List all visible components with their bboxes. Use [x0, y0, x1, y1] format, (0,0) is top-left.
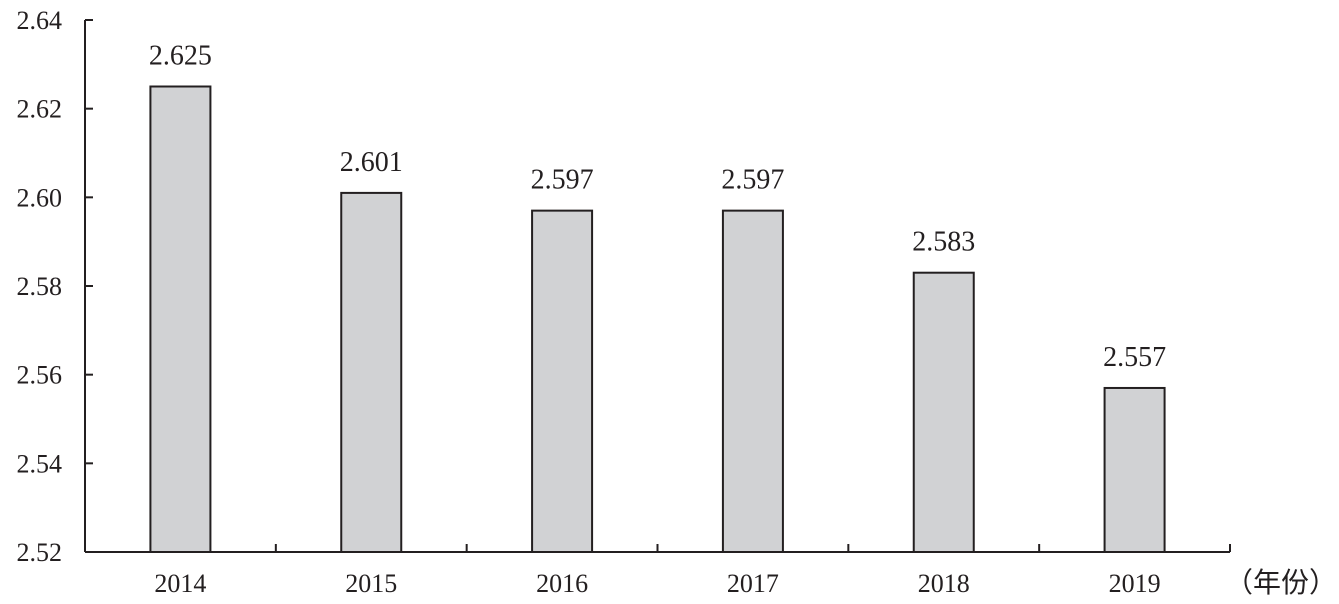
- bar-2016: [531, 209, 594, 553]
- data-label-2018: 2.583: [912, 227, 975, 258]
- x-tick-label: 2017: [727, 569, 779, 598]
- x-axis: 2014 2015 2016 2017 2018 2019: [85, 544, 1231, 598]
- data-label-2014: 2.625: [149, 41, 212, 72]
- bar-2019: [1103, 386, 1166, 554]
- x-tick-label: 2018: [918, 569, 970, 598]
- x-tick-label: 2016: [536, 569, 588, 598]
- y-axis: 2.52 2.54 2.56 2.58 2.60 2.62 2.64: [17, 6, 93, 567]
- y-tick-label: 2.54: [17, 449, 63, 478]
- x-axis-title: （年份）: [1225, 566, 1337, 599]
- bar-2014: [149, 85, 212, 553]
- y-tick-label: 2.56: [17, 361, 63, 390]
- y-tick-label: 2.58: [17, 272, 63, 301]
- bar-2017: [721, 209, 784, 553]
- data-label-2015: 2.601: [340, 147, 403, 178]
- y-tick-label: 2.64: [17, 6, 63, 35]
- data-label-2019: 2.557: [1103, 342, 1166, 373]
- y-tick-label: 2.52: [17, 538, 63, 567]
- x-tick-label: 2019: [1109, 569, 1161, 598]
- y-tick-label: 2.60: [17, 183, 63, 212]
- data-label-2016: 2.597: [531, 165, 594, 196]
- x-tick-label: 2015: [345, 569, 397, 598]
- x-tick-label: 2014: [154, 569, 206, 598]
- bar-2015: [340, 191, 403, 553]
- bar-2018: [912, 271, 975, 553]
- y-tick-label: 2.62: [17, 95, 63, 124]
- bars: [149, 85, 1166, 554]
- data-labels: 2.625 2.601 2.597 2.597 2.583 2.557: [149, 41, 1166, 373]
- data-label-2017: 2.597: [721, 165, 784, 196]
